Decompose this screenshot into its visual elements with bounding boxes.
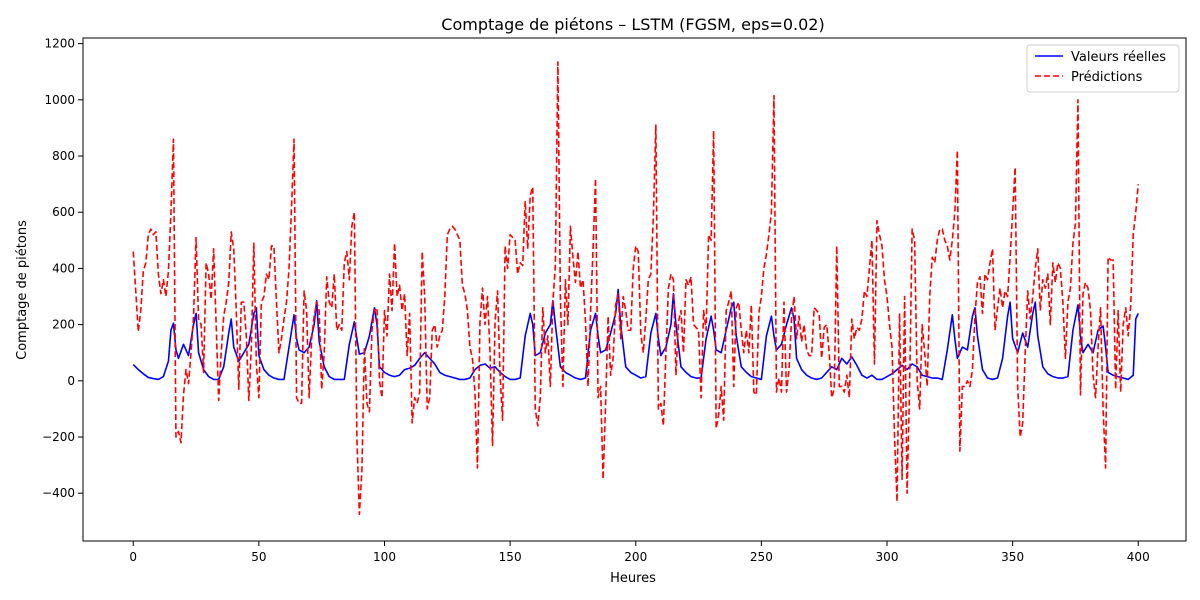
x-tick-label: 0 [129,550,137,564]
x-tick-label: 200 [624,550,647,564]
y-tick-label: −400 [42,486,75,500]
chart-title: Comptage de piétons – LSTM (FGSM, eps=0.… [441,15,824,34]
y-axis-label: Comptage de piétons [15,220,30,360]
y-tick-label: 0 [67,374,75,388]
x-tick-label: 250 [750,550,773,564]
series-line-valeurs-reelles [132,288,1139,381]
legend: Valeurs réelles Prédictions [1026,44,1180,93]
series-line-predictions [132,61,1140,516]
y-tick-label: 1200 [44,37,75,51]
legend-box [1026,44,1180,93]
x-axis-label: Heures [610,571,656,586]
y-tick-label: 600 [52,205,75,219]
plot-frame [82,37,1187,542]
legend-label-predictions: Prédictions [1071,70,1143,85]
y-tick-label: 1000 [44,93,75,107]
y-tick-label: 400 [52,261,75,275]
y-tick-label: −200 [42,430,75,444]
y-tick-label: 800 [52,149,75,163]
x-tick-label: 100 [373,550,396,564]
legend-label-valeurs-reelles: Valeurs réelles [1071,50,1166,65]
x-tick-label: 150 [499,550,522,564]
plot-area [132,61,1140,516]
y-tick-label: 200 [52,318,75,332]
x-tick-label: 300 [876,550,899,564]
x-tick-label: 400 [1127,550,1150,564]
x-tick-label: 350 [1001,550,1024,564]
x-tick-label: 50 [251,550,266,564]
x-axis: 0 50 100 150 200 250 300 350 400 [129,541,1150,564]
y-axis: −400 −200 0 200 400 600 800 1000 1200 [42,37,83,500]
